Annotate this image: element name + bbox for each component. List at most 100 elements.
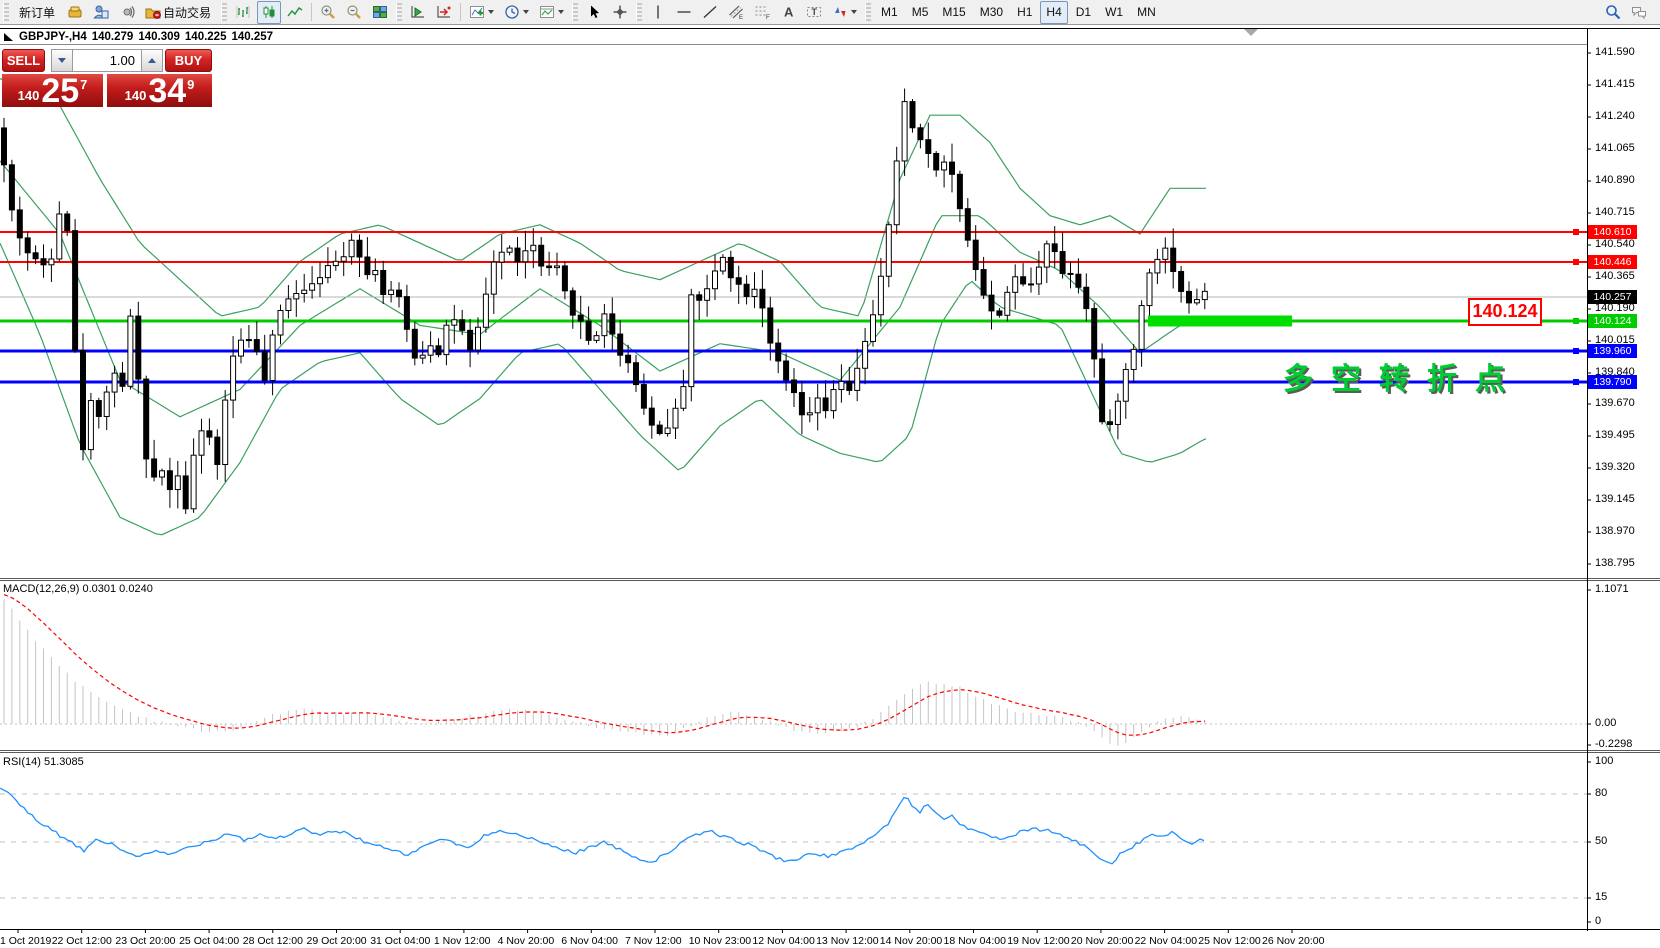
new-order-button[interactable]: 新订单 xyxy=(13,1,61,24)
price-annotation-box[interactable]: 140.124 xyxy=(1468,298,1542,326)
toolbar-grip[interactable] xyxy=(3,3,9,21)
ask-price-box[interactable]: 140 34 9 xyxy=(107,72,212,110)
channel-button[interactable]: E xyxy=(724,1,748,24)
time-axis-label: 25 Oct 04:00 xyxy=(179,935,240,947)
zoom-in-button[interactable] xyxy=(316,1,340,24)
toolbar-grip[interactable] xyxy=(396,3,403,21)
tf-h4-button[interactable]: H4 xyxy=(1040,0,1068,24)
symbol-header: GBPJPY-,H4 140.279 140.309 140.225 140.2… xyxy=(0,29,278,44)
toolbar-grip[interactable] xyxy=(865,3,872,21)
time-axis-label: 7 Nov 12:00 xyxy=(625,935,682,947)
rsi-axis-label: 15 xyxy=(1595,891,1608,903)
tf-h1-button[interactable]: H1 xyxy=(1011,1,1038,24)
time-axis-label: 28 Oct 12:00 xyxy=(242,935,303,947)
trendline-icon xyxy=(703,6,717,18)
tf-w1-button[interactable]: W1 xyxy=(1099,1,1129,24)
chart-shift-button[interactable] xyxy=(432,1,456,24)
time-axis-label: 20 Nov 20:00 xyxy=(1070,935,1134,947)
turning-point-annotation[interactable]: 多空转折点 xyxy=(1283,363,1523,396)
buy-button[interactable]: BUY xyxy=(165,49,212,72)
bid-price-box[interactable]: 140 25 7 xyxy=(2,72,103,110)
toolbar-separator xyxy=(311,3,313,21)
ask-pips: 34 xyxy=(148,72,187,110)
time-axis-label: 25 Nov 12:00 xyxy=(1198,935,1261,947)
periods-button[interactable] xyxy=(500,1,533,24)
crosshair-icon xyxy=(613,5,627,19)
volume-decrease-button[interactable] xyxy=(51,49,73,72)
tf-m15-button-label: M15 xyxy=(942,5,966,19)
tf-m5-button[interactable]: M5 xyxy=(906,1,935,24)
bid-point: 7 xyxy=(80,77,88,92)
vertical-line-button[interactable] xyxy=(646,1,670,24)
text-label-button[interactable]: T xyxy=(802,1,826,24)
arrows-button[interactable] xyxy=(828,1,861,24)
volume-increase-button[interactable] xyxy=(141,49,163,72)
svg-text:F: F xyxy=(766,15,770,20)
pivot-highlight-bar[interactable] xyxy=(1148,315,1292,327)
tf-m1-button[interactable]: M1 xyxy=(875,1,904,24)
fibo-icon: F xyxy=(755,6,770,20)
line-chart-button[interactable] xyxy=(283,1,307,24)
toolbar-grip[interactable] xyxy=(572,3,579,21)
indicators-button[interactable] xyxy=(465,1,498,24)
crosshair-button[interactable] xyxy=(608,1,632,24)
toolbar-grip[interactable] xyxy=(221,3,228,21)
bid-pips: 25 xyxy=(41,72,80,110)
zoom-out-button[interactable] xyxy=(342,1,366,24)
ohlc-high: 140.309 xyxy=(138,30,180,43)
horizontal-line-button[interactable] xyxy=(672,1,696,24)
resistance-140446-handle xyxy=(1573,259,1579,265)
bar-chart-button[interactable] xyxy=(231,1,255,24)
market-watch-button[interactable] xyxy=(89,1,113,24)
tf-d1-button[interactable]: D1 xyxy=(1070,1,1097,24)
sell-button[interactable]: SELL xyxy=(2,49,45,72)
price-tag-140.257: 140.257 xyxy=(1588,290,1637,304)
price-tag-140.446: 140.446 xyxy=(1588,255,1637,269)
toolbar-grip[interactable] xyxy=(636,3,643,21)
svg-text:A: A xyxy=(784,5,794,20)
templates-button[interactable] xyxy=(535,1,568,24)
autotrade-button[interactable]: 自动交易 xyxy=(141,1,217,24)
auto-scroll-button[interactable] xyxy=(406,1,430,24)
new-order-button-label: 新订单 xyxy=(19,5,56,20)
tf-d1-button-label: D1 xyxy=(1075,5,1092,19)
macd-axis-label: -0.2298 xyxy=(1595,738,1633,750)
cursor-button[interactable] xyxy=(582,1,606,24)
axis-ticks xyxy=(17,52,1591,933)
support-139960-handle xyxy=(1573,348,1579,354)
price-tag-139.790: 139.790 xyxy=(1588,375,1637,389)
chart-window-button[interactable] xyxy=(63,1,87,24)
trendline-button[interactable] xyxy=(698,1,722,24)
chart-area: GBPJPY-,H4 140.279 140.309 140.225 140.2… xyxy=(0,25,1660,948)
time-axis-label: 10 Nov 23:00 xyxy=(688,935,752,947)
rsi-panel xyxy=(0,787,1587,899)
tf-m15-button[interactable]: M15 xyxy=(936,1,971,24)
channel-icon: E xyxy=(729,5,743,20)
fibonacci-button[interactable]: F xyxy=(750,1,774,24)
tile-windows-button[interactable] xyxy=(368,1,392,24)
search-button[interactable] xyxy=(1601,1,1625,24)
volume-input[interactable] xyxy=(73,49,141,72)
chart-shift-marker[interactable] xyxy=(1244,29,1258,36)
panel-separator-macd[interactable] xyxy=(0,578,1660,581)
panel-separator-rsi[interactable] xyxy=(0,750,1660,753)
tf-mn-button[interactable]: MN xyxy=(1131,1,1162,24)
chart-menu-icon[interactable] xyxy=(4,32,13,41)
price-axis-label: 140.015 xyxy=(1595,334,1635,346)
tf-mn-button-label: MN xyxy=(1137,5,1156,19)
tf-m30-button[interactable]: M30 xyxy=(974,1,1009,24)
macd-axis-label: 0.00 xyxy=(1595,717,1617,729)
signals-button[interactable] xyxy=(115,1,139,24)
price-axis-label: 138.970 xyxy=(1595,525,1635,537)
price-tag-140.124: 140.124 xyxy=(1588,314,1637,328)
candlestick-chart-button[interactable] xyxy=(257,0,282,24)
time-axis-label: 14 Nov 20:00 xyxy=(879,935,943,947)
chat-icon xyxy=(1632,7,1646,20)
template-icon xyxy=(540,6,555,18)
arrows-icon xyxy=(835,7,846,17)
chat-button[interactable] xyxy=(1627,1,1651,24)
rsi-axis-label: 100 xyxy=(1595,755,1614,767)
text-button[interactable]: A xyxy=(776,1,800,24)
macd-label: MACD(12,26,9) 0.0301 0.0240 xyxy=(3,583,153,595)
price-axis-label: 140.540 xyxy=(1595,238,1635,250)
